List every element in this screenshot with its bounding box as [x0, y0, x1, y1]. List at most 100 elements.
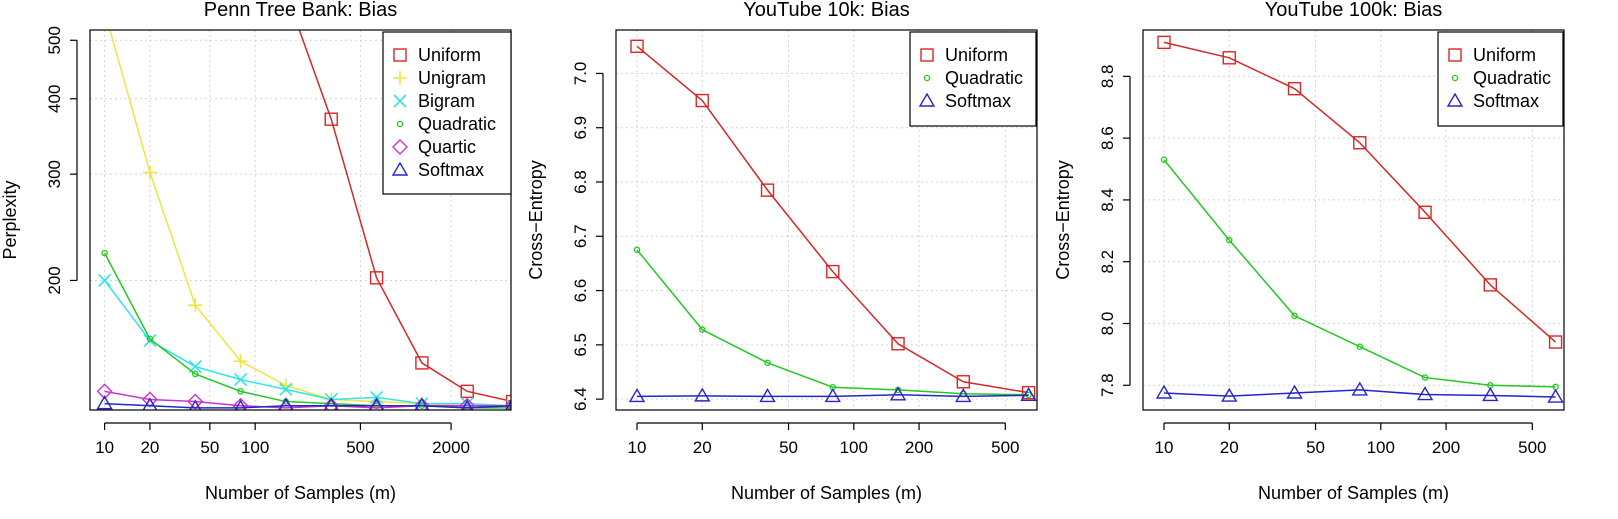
- legend-marker-uniform: [393, 48, 407, 62]
- x-tick-label: 10: [1155, 438, 1174, 457]
- data-point-bigram: [234, 373, 248, 387]
- legend-label: Softmax: [418, 160, 484, 180]
- series-quadratic: [633, 246, 1032, 399]
- legend: Uniform Quadratic Softmax: [1437, 31, 1564, 127]
- data-point-softmax: [1351, 381, 1369, 396]
- data-point-uniform: [369, 271, 384, 285]
- y-axis-label: Perplexity: [0, 180, 20, 259]
- data-point-softmax: [628, 388, 646, 403]
- legend-label: Unigram: [418, 68, 486, 88]
- data-point-uniform: [695, 93, 709, 108]
- data-point-unigram: [188, 298, 203, 313]
- data-point-softmax: [694, 387, 711, 402]
- data-point-softmax: [1416, 386, 1434, 401]
- legend-label: Uniform: [1473, 45, 1536, 65]
- data-point-quartic: [413, 397, 430, 410]
- x-tick-label: 20: [1220, 438, 1239, 457]
- data-point-quadratic: [101, 249, 108, 257]
- y-tick-label: 6.6: [571, 279, 590, 303]
- data-point-quadratic: [146, 335, 154, 343]
- data-point-uniform: [956, 375, 971, 389]
- y-tick-label: 8.8: [1098, 65, 1117, 89]
- series-line-quadratic: [636, 249, 1029, 396]
- data-point-uniform: [415, 356, 429, 370]
- data-point-softmax: [323, 397, 339, 410]
- data-point-softmax: [278, 397, 294, 410]
- legend-label: Quadratic: [945, 68, 1023, 88]
- data-point-softmax: [955, 388, 972, 403]
- data-point-uniform: [505, 394, 511, 409]
- x-axis: 10 20 50 100 200 500: [1155, 422, 1547, 457]
- x-tick-label: 10: [628, 438, 647, 457]
- data-point-uniform: [1157, 35, 1171, 50]
- data-point-quadratic: [1291, 312, 1298, 320]
- series-quadratic: [101, 249, 511, 410]
- data-point-softmax: [759, 388, 776, 403]
- legend-entry-unigram: Unigram: [393, 68, 486, 88]
- x-tick-label: 200: [905, 438, 933, 457]
- chart-title: Penn Tree Bank: Bias: [204, 0, 397, 21]
- legend-label: Uniform: [418, 45, 481, 65]
- grid-lines: [1143, 30, 1564, 410]
- legend-entry-quadratic: Quadratic: [396, 114, 496, 134]
- series-line-uniform: [298, 30, 511, 402]
- data-point-uniform: [760, 183, 775, 197]
- data-point-quadratic: [1356, 343, 1364, 350]
- data-point-softmax: [1155, 384, 1173, 399]
- y-tick-label: 6.7: [571, 224, 590, 248]
- x-axis: 10 20 50 100 500 2000: [95, 422, 470, 457]
- data-point-quadratic: [237, 388, 244, 395]
- legend-entry-quartic: Quartic: [392, 137, 476, 157]
- data-point-bigram: [279, 382, 293, 396]
- x-tick-label: 500: [991, 438, 1019, 457]
- legend-marker-uniform: [1448, 48, 1462, 62]
- x-tick-label: 500: [346, 438, 374, 457]
- legend-label: Quartic: [418, 137, 476, 157]
- data-point-uniform: [826, 264, 840, 279]
- plot-frame: [89, 29, 512, 411]
- legend-marker-quartic: [392, 139, 408, 155]
- legend-marker-bigram: [393, 94, 407, 108]
- series-softmax: [1155, 381, 1564, 403]
- series-bigram: [98, 273, 511, 410]
- grid-lines: [90, 30, 511, 410]
- y-tick-label: 300: [45, 160, 64, 188]
- legend-entry-quadratic: Quadratic: [1451, 68, 1551, 88]
- series-quadratic: [1160, 156, 1559, 391]
- y-tick-label: 6.5: [571, 333, 590, 357]
- y-tick-label: 400: [45, 85, 64, 113]
- x-tick-label: 100: [1367, 438, 1395, 457]
- data-point-softmax: [461, 399, 474, 410]
- data-point-uniform: [1021, 385, 1036, 400]
- series-line-softmax: [1163, 389, 1556, 398]
- y-tick-label: 6.9: [571, 116, 590, 140]
- legend-entry-bigram: Bigram: [393, 91, 475, 111]
- legend-marker-quadratic: [1451, 74, 1459, 82]
- chart-title: YouTube 10k: Bias: [743, 0, 909, 21]
- data-point-softmax: [1221, 387, 1238, 402]
- data-point-softmax: [1547, 388, 1564, 403]
- x-tick-label: 500: [1518, 438, 1546, 457]
- legend-entry-uniform: Uniform: [1448, 45, 1536, 65]
- x-tick-label: 100: [840, 438, 868, 457]
- data-point-quartic: [459, 397, 476, 410]
- data-point-quadratic: [633, 246, 641, 254]
- data-point-uniform: [1418, 205, 1432, 219]
- data-point-unigram: [142, 165, 157, 180]
- data-point-softmax: [414, 397, 430, 410]
- data-point-softmax: [189, 399, 202, 410]
- legend-marker-softmax: [918, 92, 936, 107]
- y-axis: 7.8 8.0 8.2 8.4 8.6 8.8: [1098, 65, 1131, 397]
- series-uniform: [630, 39, 1036, 400]
- legend-label: Uniform: [945, 45, 1008, 65]
- y-tick-label: 8.6: [1098, 126, 1117, 150]
- data-point-softmax: [505, 400, 511, 410]
- legend-label: Bigram: [418, 91, 475, 111]
- legend-marker-unigram: [393, 71, 407, 85]
- legend-box: [909, 31, 1037, 127]
- y-tick-label: 6.8: [571, 170, 590, 194]
- data-point-quartic: [96, 383, 113, 400]
- data-point-softmax: [142, 397, 158, 410]
- x-tick-label: 200: [1432, 438, 1460, 457]
